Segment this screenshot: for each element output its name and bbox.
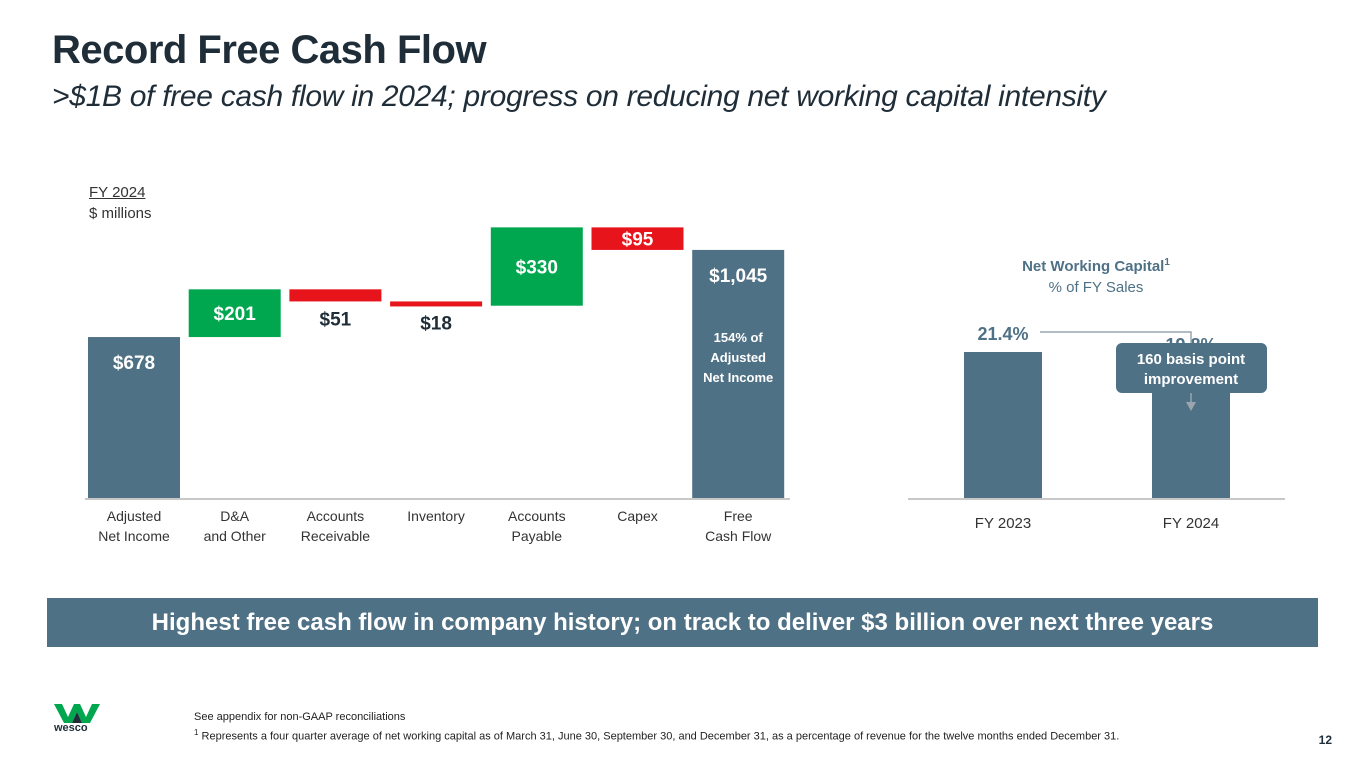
fcf-annotation-line: Net Income	[703, 370, 773, 385]
waterfall-value-label: $201	[214, 304, 257, 325]
waterfall-bar	[88, 337, 180, 498]
waterfall-bar	[390, 301, 483, 307]
waterfall-period-label: FY 2024 $ millions	[89, 182, 152, 224]
page-title: Record Free Cash Flow	[52, 28, 487, 72]
waterfall-category-label: Receivable	[301, 528, 370, 544]
waterfall-category-label: Cash Flow	[705, 528, 772, 544]
waterfall-value-label: $330	[516, 258, 558, 279]
units-label: $ millions	[89, 205, 152, 222]
nwc-title-footnote-marker: 1	[1164, 257, 1170, 268]
waterfall-bar	[289, 289, 382, 302]
down-arrow-icon	[1186, 402, 1196, 411]
waterfall-category-label: Accounts	[307, 508, 365, 524]
improvement-callout-text: 160 basis point	[1137, 351, 1245, 368]
logo-wordmark: wesco	[54, 722, 88, 734]
footnote-reconciliation: See appendix for non-GAAP reconciliation…	[194, 711, 406, 723]
waterfall-value-label: $18	[420, 314, 452, 335]
nwc-title: Net Working Capital1	[1022, 257, 1170, 275]
fcf-annotation-line: 154% of	[714, 330, 764, 345]
waterfall-category-label: and Other	[204, 528, 267, 544]
improvement-callout	[1116, 343, 1267, 393]
nwc-subtitle: % of FY Sales	[1049, 279, 1144, 296]
fcf-annotation-line: Adjusted	[710, 350, 766, 365]
footnote-1: 1 Represents a four quarter average of n…	[194, 725, 1119, 745]
improvement-callout-text: improvement	[1144, 371, 1238, 388]
page-number: 12	[1318, 733, 1332, 747]
waterfall-value-label: $1,045	[709, 266, 768, 287]
waterfall-category-label: Capex	[617, 508, 657, 524]
waterfall-category-label: Payable	[512, 528, 563, 544]
page-subtitle: >$1B of free cash flow in 2024; progress…	[52, 80, 1106, 113]
nwc-category-label: FY 2023	[975, 515, 1031, 532]
waterfall-category-label: Adjusted	[107, 508, 161, 524]
waterfall-category-label: Accounts	[508, 508, 566, 524]
waterfall-category-label: Net Income	[98, 528, 170, 544]
waterfall-value-label: $678	[113, 353, 155, 374]
waterfall-bar	[188, 289, 281, 338]
nwc-category-label: FY 2024	[1163, 515, 1219, 532]
waterfall-bar	[490, 227, 583, 306]
waterfall-bar	[591, 227, 684, 250]
waterfall-chart: $678 Adjusted Net Income $201 D&A and Other $5…	[85, 227, 790, 544]
wesco-logo-icon	[54, 704, 100, 723]
nwc-value-label: 21.4%	[977, 324, 1028, 344]
nwc-bar	[964, 352, 1042, 498]
highlight-banner: Highest free cash flow in company histor…	[47, 598, 1318, 647]
waterfall-value-label: $95	[622, 230, 654, 251]
waterfall-value-label: $51	[320, 309, 352, 330]
waterfall-category-label: D&A	[220, 508, 249, 524]
waterfall-category-label: Inventory	[407, 508, 465, 524]
footnote-1-marker: 1	[194, 728, 199, 737]
waterfall-bar	[692, 249, 785, 498]
waterfall-category-label: Free	[724, 508, 753, 524]
footnote-1-text: Represents a four quarter average of net…	[198, 730, 1120, 743]
period-label: FY 2024	[89, 184, 146, 201]
footnotes: See appendix for non-GAAP reconciliation…	[194, 710, 1119, 745]
